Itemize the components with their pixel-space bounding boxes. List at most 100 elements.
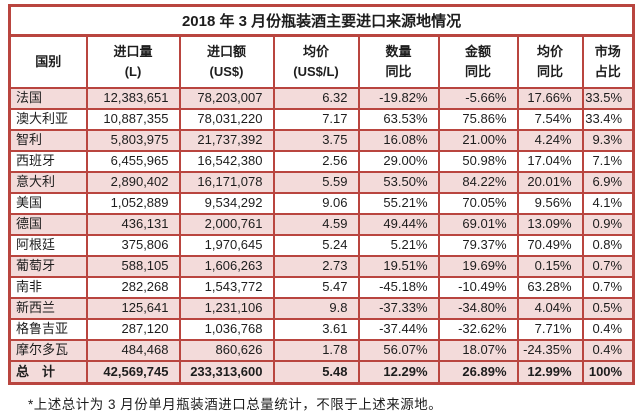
- country-cell: 新西兰: [8, 296, 88, 320]
- value-cell: 56.07%: [357, 338, 440, 362]
- column-header-price-yoy: 均价 同比: [516, 34, 584, 89]
- value-cell: 5,803,975: [85, 128, 181, 152]
- value-cell: 0.7%: [581, 254, 635, 278]
- value-cell: 6.32: [272, 86, 360, 110]
- value-cell: 9.06: [272, 191, 360, 215]
- value-cell: 5.59: [272, 170, 360, 194]
- value-cell: 5.47: [272, 275, 360, 299]
- value-cell: 2,000,761: [178, 212, 275, 236]
- table-row: 摩尔多瓦 484,468 860,626 1.78 56.07% 18.07% -24.35…: [8, 338, 635, 362]
- value-cell: -10.49%: [437, 275, 519, 299]
- value-cell: 49.44%: [357, 212, 440, 236]
- value-cell: 1,052,889: [85, 191, 181, 215]
- value-cell: 84.22%: [437, 170, 519, 194]
- value-cell: 1,543,772: [178, 275, 275, 299]
- value-cell: 5.21%: [357, 233, 440, 257]
- table-row: 智利 5,803,975 21,737,392 3.75 16.08% 21.00% 4.2…: [8, 128, 635, 152]
- value-cell: 53.50%: [357, 170, 440, 194]
- value-cell: 17.04%: [516, 149, 584, 173]
- value-cell: 4.1%: [581, 191, 635, 215]
- column-header-avg-price: 均价 (US$/L): [272, 34, 360, 89]
- value-cell: 1.78: [272, 338, 360, 362]
- table-row: 德国 436,131 2,000,761 4.59 49.44% 69.01% 13.09%…: [8, 212, 635, 236]
- value-cell: 100%: [581, 359, 635, 385]
- value-cell: -19.82%: [357, 86, 440, 110]
- value-cell: 282,268: [85, 275, 181, 299]
- value-cell: 1,231,106: [178, 296, 275, 320]
- value-cell: 16.08%: [357, 128, 440, 152]
- value-cell: 2.73: [272, 254, 360, 278]
- country-cell: 葡萄牙: [8, 254, 88, 278]
- value-cell: 0.8%: [581, 233, 635, 257]
- table-body: 法国 12,383,651 78,203,007 6.32 -19.82% -5.66% 1…: [8, 86, 635, 385]
- value-cell: 1,036,768: [178, 317, 275, 341]
- value-cell: 12.29%: [357, 359, 440, 385]
- footnote: *上述总计为 3 月份单月瓶装酒进口总量统计，不限于上述来源地。: [28, 397, 443, 412]
- value-cell: 0.4%: [581, 338, 635, 362]
- value-cell: 375,806: [85, 233, 181, 257]
- value-cell: 0.5%: [581, 296, 635, 320]
- value-cell: -37.44%: [357, 317, 440, 341]
- country-cell: 澳大利亚: [8, 107, 88, 131]
- value-cell: 436,131: [85, 212, 181, 236]
- value-cell: -24.35%: [516, 338, 584, 362]
- value-cell: 9.56%: [516, 191, 584, 215]
- table-row: 葡萄牙 588,105 1,606,263 2.73 19.51% 19.69% 0.15%…: [8, 254, 635, 278]
- country-cell: 法国: [8, 86, 88, 110]
- value-cell: 125,641: [85, 296, 181, 320]
- country-cell: 南非: [8, 275, 88, 299]
- country-cell: 总 计: [8, 359, 88, 385]
- value-cell: 33.4%: [581, 107, 635, 131]
- value-cell: 860,626: [178, 338, 275, 362]
- value-cell: 7.17: [272, 107, 360, 131]
- value-cell: 19.69%: [437, 254, 519, 278]
- country-cell: 格鲁吉亚: [8, 317, 88, 341]
- table-row: 法国 12,383,651 78,203,007 6.32 -19.82% -5.66% 1…: [8, 86, 635, 110]
- value-cell: 17.66%: [516, 86, 584, 110]
- value-cell: 1,970,645: [178, 233, 275, 257]
- table-row: 澳大利亚 10,887,355 78,031,220 7.17 63.53% 75.86%…: [8, 107, 635, 131]
- value-cell: 9.3%: [581, 128, 635, 152]
- title-row: 2018 年 3 月份瓶装酒主要进口来源地情况: [8, 4, 635, 37]
- import-table: 2018 年 3 月份瓶装酒主要进口来源地情况 国别 进口量 (L) 进口额 (…: [8, 4, 636, 385]
- value-cell: 63.53%: [357, 107, 440, 131]
- table-title: 2018 年 3 月份瓶装酒主要进口来源地情况: [8, 4, 635, 37]
- value-cell: 20.01%: [516, 170, 584, 194]
- value-cell: 29.00%: [357, 149, 440, 173]
- value-cell: 42,569,745: [85, 359, 181, 385]
- value-cell: 10,887,355: [85, 107, 181, 131]
- value-cell: 7.71%: [516, 317, 584, 341]
- value-cell: 21.00%: [437, 128, 519, 152]
- value-cell: 79.37%: [437, 233, 519, 257]
- value-cell: 6.9%: [581, 170, 635, 194]
- value-cell: 78,031,220: [178, 107, 275, 131]
- import-table-sheet: 2018 年 3 月份瓶装酒主要进口来源地情况 国别 进口量 (L) 进口额 (…: [8, 4, 636, 413]
- value-cell: 18.07%: [437, 338, 519, 362]
- table-row: 格鲁吉亚 287,120 1,036,768 3.61 -37.44% -32.62% 7.…: [8, 317, 635, 341]
- value-cell: 26.89%: [437, 359, 519, 385]
- value-cell: 16,542,380: [178, 149, 275, 173]
- table-row: 新西兰 125,641 1,231,106 9.8 -37.33% -34.80% 4.04…: [8, 296, 635, 320]
- value-cell: 0.4%: [581, 317, 635, 341]
- value-cell: 0.15%: [516, 254, 584, 278]
- value-cell: 287,120: [85, 317, 181, 341]
- table-row: 阿根廷 375,806 1,970,645 5.24 5.21% 79.37% 70.49%…: [8, 233, 635, 257]
- value-cell: 19.51%: [357, 254, 440, 278]
- value-cell: 0.7%: [581, 275, 635, 299]
- value-cell: -5.66%: [437, 86, 519, 110]
- country-cell: 美国: [8, 191, 88, 215]
- value-cell: 9,534,292: [178, 191, 275, 215]
- total-row: 总 计 42,569,745 233,313,600 5.48 12.29% 26.89%…: [8, 359, 635, 385]
- value-cell: -34.80%: [437, 296, 519, 320]
- value-cell: 33.5%: [581, 86, 635, 110]
- value-cell: 7.1%: [581, 149, 635, 173]
- value-cell: -32.62%: [437, 317, 519, 341]
- country-cell: 意大利: [8, 170, 88, 194]
- country-cell: 摩尔多瓦: [8, 338, 88, 362]
- country-cell: 德国: [8, 212, 88, 236]
- country-cell: 西班牙: [8, 149, 88, 173]
- value-cell: 6,455,965: [85, 149, 181, 173]
- column-header-import-value: 进口额 (US$): [178, 34, 275, 89]
- value-cell: 75.86%: [437, 107, 519, 131]
- table-row: 美国 1,052,889 9,534,292 9.06 55.21% 70.05% 9.56…: [8, 191, 635, 215]
